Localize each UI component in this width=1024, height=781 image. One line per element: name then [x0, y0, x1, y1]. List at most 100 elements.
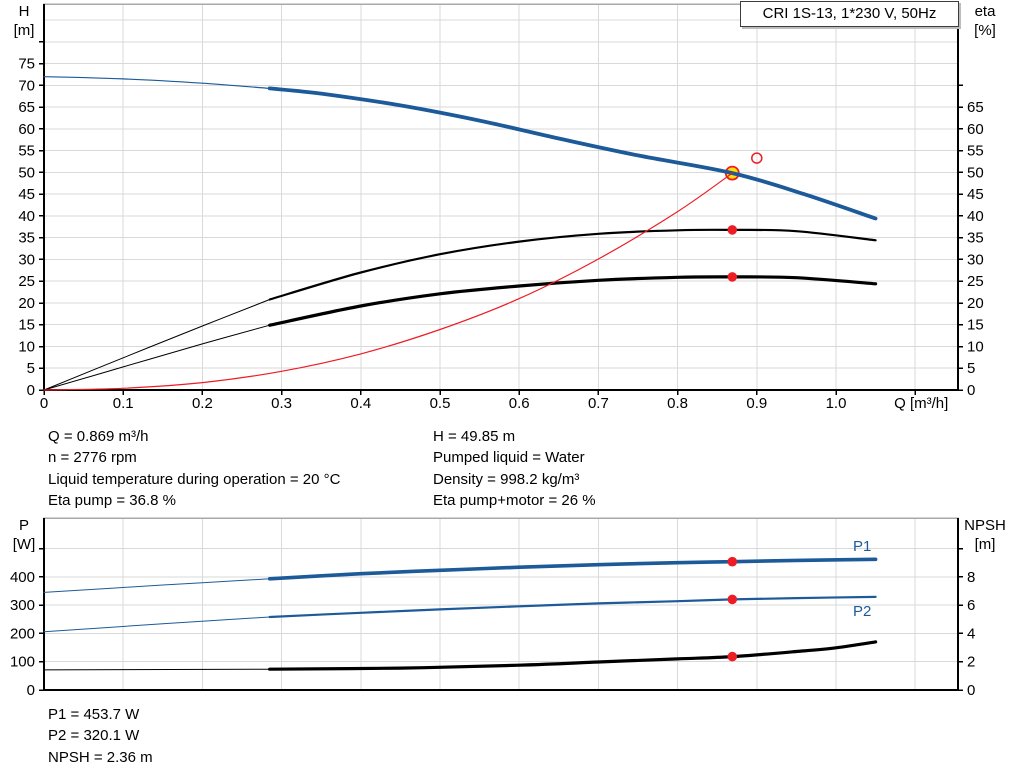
right-axis-tick-label: 30 [967, 251, 984, 268]
head-curve-lead-in [43, 76, 271, 89]
power-npsh-data-column: P1 = 453.7 W P2 = 320.1 W NPSH = 2.36 m [48, 704, 153, 768]
left-axis-tick-label: 100 [10, 654, 35, 671]
right-axis-tick-label: 0 [967, 682, 975, 699]
right-axis-tick-label: 10 [967, 339, 984, 356]
x-axis-tick-label: 0.9 [746, 395, 767, 412]
head-flow-chart: 0 5 10 15 20 25 30 35 40 45 50 55 60 65 70 75 0 5 10 15 20 25… [14, 3, 997, 412]
tick-marks [39, 547, 963, 691]
eta-pump-point[interactable] [727, 225, 738, 235]
info-line-p2: P2 = 320.1 W [48, 727, 140, 745]
left-axis-tick-label: 65 [18, 99, 35, 116]
head-curve [267, 86, 878, 221]
left-axis-tick-label: 0 [27, 682, 35, 699]
requested-duty-point[interactable] [751, 152, 763, 164]
left-axis-tick-label: 25 [18, 273, 35, 290]
right-axis-tick-label: 4 [967, 625, 975, 642]
npsh-point[interactable] [727, 651, 738, 662]
x-axis-tick-label: 0.4 [350, 395, 371, 412]
gridlines [44, 518, 958, 690]
right-axis-tick-label: 20 [967, 295, 984, 312]
eta-pump-motor-curve [268, 275, 878, 327]
left-axis-tick-label: 75 [18, 56, 35, 73]
right-axis-unit: [%] [974, 22, 996, 39]
right-axis-tick-label: 25 [967, 273, 984, 290]
system-curve [43, 172, 733, 391]
tick-labels: 0 5 10 15 20 25 30 35 40 45 50 55 60 65 70 75 0 5 10 15 20 25… [18, 56, 983, 412]
right-axis-tick-label: 40 [967, 208, 984, 225]
curve-label-p1: P1 [853, 538, 871, 555]
left-axis-tick-label: 400 [10, 569, 35, 586]
info-line-pumped-liquid: Pumped liquid = Water [433, 449, 585, 467]
eta-pump-curve [268, 228, 877, 301]
p2-point[interactable] [727, 594, 738, 605]
left-axis-tick-label: 40 [18, 208, 35, 225]
left-axis-tick-label: 60 [18, 121, 35, 138]
x-axis-tick-label: 0.3 [271, 395, 292, 412]
eta-pump-motor-curve-lead-in [43, 324, 271, 391]
left-axis-tick-label: 10 [18, 339, 35, 356]
info-line-density: Density = 998.2 kg/m³ [433, 470, 580, 488]
markers-above [727, 556, 738, 662]
operating-data-right-column: H = 49.85 m Pumped liquid = Water Densit… [433, 426, 596, 511]
eta-pump-curve-lead-in [43, 299, 271, 391]
x-axis-tick-label: 0.2 [192, 395, 213, 412]
x-axis-tick-label: 0.6 [509, 395, 530, 412]
right-axis-title: eta [975, 3, 997, 20]
p1-curve [267, 557, 878, 581]
info-line-flow: Q = 0.869 m³/h [48, 428, 149, 445]
x-axis-tick-label: 0.8 [667, 395, 688, 412]
info-line-npsh: NPSH = 2.36 m [48, 748, 153, 766]
left-axis-tick-label: 45 [18, 186, 35, 203]
left-axis-unit: [W] [13, 536, 36, 553]
x-axis-tick-label: 0.1 [113, 395, 134, 412]
x-axis-tick-label: 0.5 [430, 395, 451, 412]
x-axis-tick-label: 0 [40, 395, 48, 412]
npsh-curve [268, 640, 878, 671]
info-line-p1: P1 = 453.7 W [48, 706, 140, 723]
info-line-liquid-temperature: Liquid temperature during operation = 20… [48, 470, 341, 488]
power-npsh-chart: 0 100 200 300 400 0 2 4 6 8 P1 P2 P [W] NPSH [m] [10, 517, 1006, 699]
operating-data-left-column: Q = 0.869 m³/h n = 2776 rpm Liquid tempe… [48, 426, 340, 511]
gridlines [44, 4, 958, 390]
right-axis-tick-label: 60 [967, 121, 984, 138]
right-axis-tick-label: 2 [967, 654, 975, 671]
x-axis-title: Q [m³/h] [894, 395, 948, 412]
p2-curve-lead-in [43, 616, 271, 633]
right-axis-tick-label: 8 [967, 569, 975, 586]
right-axis-tick-label: 55 [967, 143, 984, 160]
axis-frame [42, 4, 960, 392]
left-axis-title: P [19, 517, 29, 534]
left-axis-tick-label: 15 [18, 317, 35, 334]
pump-title: CRI 1S-13, 1*230 V, 50Hz [762, 5, 937, 22]
left-axis-tick-label: 200 [10, 625, 35, 642]
left-axis-unit: [m] [14, 22, 35, 39]
info-line-eta-pump-motor: Eta pump+motor = 26 % [433, 491, 596, 509]
curve-label-p2: P2 [853, 603, 871, 620]
left-axis-tick-label: 35 [18, 230, 35, 247]
axis-frame [42, 518, 960, 692]
right-axis-tick-label: 15 [967, 317, 984, 334]
p2-curve [268, 595, 877, 619]
right-axis-tick-label: 5 [967, 360, 975, 377]
info-line-head: H = 49.85 m [433, 428, 516, 445]
left-axis-tick-label: 55 [18, 143, 35, 160]
right-axis-tick-label: 6 [967, 597, 975, 614]
right-axis-tick-label: 45 [967, 186, 984, 203]
left-axis-tick-label: 20 [18, 295, 35, 312]
x-axis-tick-label: 0.7 [588, 395, 609, 412]
right-axis-tick-label: 50 [967, 164, 984, 181]
pump-title-box: CRI 1S-13, 1*230 V, 50Hz [740, 1, 959, 27]
right-axis-tick-label: 0 [967, 382, 975, 399]
p1-curve-lead-in [43, 578, 271, 593]
x-axis-tick-label: 1.0 [826, 395, 847, 412]
left-axis-tick-label: 50 [18, 164, 35, 181]
right-axis-title: NPSH [964, 517, 1006, 534]
left-axis-tick-label: 5 [27, 360, 35, 377]
p1-point[interactable] [727, 556, 738, 567]
eta-pump-motor-point[interactable] [727, 272, 738, 282]
markers-above [727, 152, 763, 282]
right-axis-unit: [m] [975, 536, 996, 553]
npsh-curve-lead-in [43, 668, 271, 671]
